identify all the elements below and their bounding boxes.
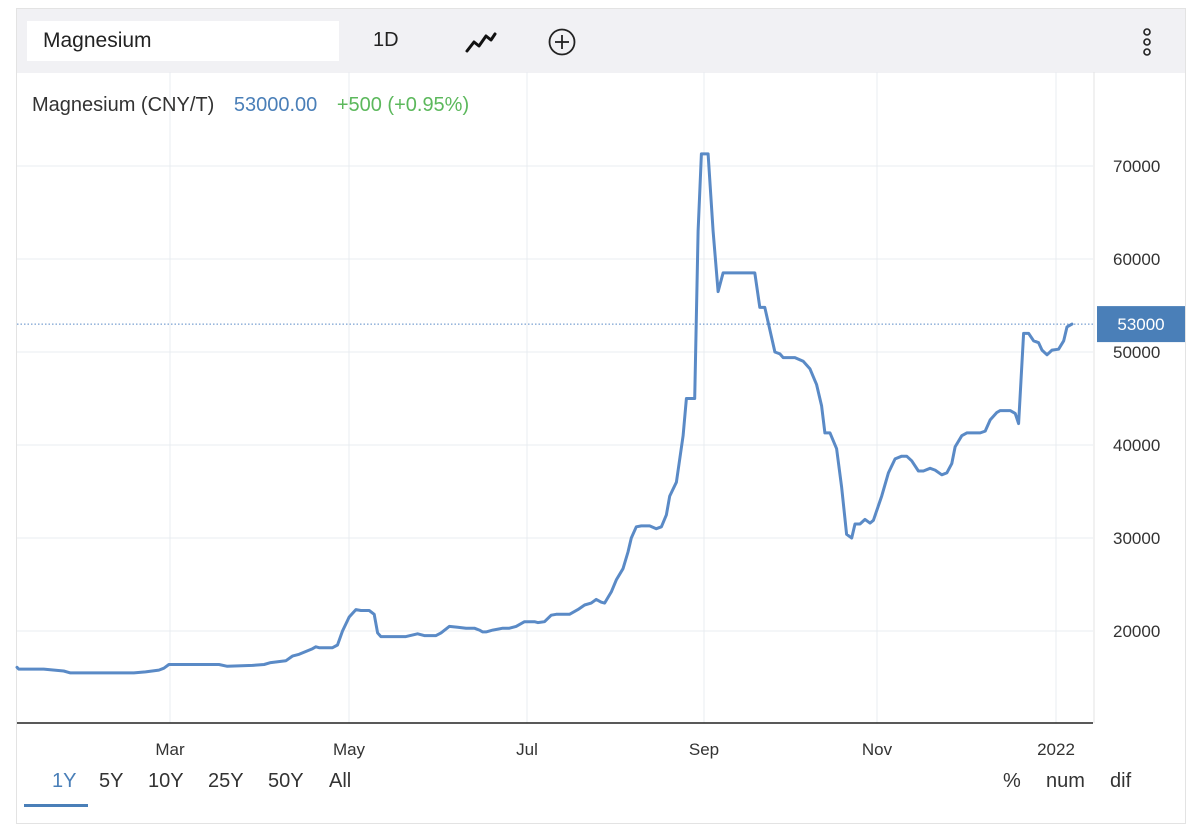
active-range-indicator <box>24 804 88 807</box>
range-button-1y[interactable]: 1Y <box>52 770 77 792</box>
x-tick-label: Jul <box>516 740 538 759</box>
line-chart-icon[interactable] <box>465 29 497 55</box>
plus-circle-icon[interactable] <box>547 27 577 57</box>
chart-widget: Magnesium 1D <box>16 8 1186 824</box>
legend-last-price: 53000.00 <box>233 94 318 116</box>
x-tick-label: Sep <box>689 740 719 759</box>
chart-legend: Magnesium (CNY/T) 53000.00 +500 (+0.95%) <box>32 94 483 117</box>
range-button-all[interactable]: All <box>329 770 352 792</box>
symbol-search-input[interactable]: Magnesium <box>27 21 339 61</box>
last-value-badge <box>1097 306 1185 343</box>
series <box>15 152 1094 675</box>
y-tick-label: 40000 <box>1113 436 1160 455</box>
num-toggle[interactable]: num <box>1046 770 1085 792</box>
x-tick-label: Nov <box>862 740 893 759</box>
percent-toggle[interactable]: % <box>1003 770 1021 792</box>
x-tick-label: Mar <box>155 740 185 759</box>
dif-toggle[interactable]: dif <box>1110 770 1132 792</box>
range-button-50y[interactable]: 50Y <box>268 770 304 792</box>
series-line <box>15 152 1074 675</box>
x-tick-label: May <box>333 740 366 759</box>
y-tick-label: 60000 <box>1113 250 1160 269</box>
y-tick-label: 50000 <box>1113 343 1160 362</box>
interval-button[interactable]: 1D <box>373 29 399 51</box>
y-tick-label: 20000 <box>1113 622 1160 641</box>
range-button-5y[interactable]: 5Y <box>99 770 124 792</box>
y-tick-label: 70000 <box>1113 157 1160 176</box>
chart-toolbar: Magnesium 1D <box>17 9 1185 73</box>
grid <box>17 72 1093 723</box>
legend-series-name: Magnesium (CNY/T) <box>32 94 215 116</box>
price-label: 53000 <box>1097 306 1185 343</box>
range-button-25y[interactable]: 25Y <box>208 770 244 792</box>
vertical-dots-icon[interactable] <box>1137 27 1157 57</box>
legend-change: +500 (+0.95%) <box>336 94 470 116</box>
x-tick-label: 2022 <box>1037 740 1075 759</box>
range-button-10y[interactable]: 10Y <box>148 770 184 792</box>
y-tick-label: 30000 <box>1113 529 1160 548</box>
axes: 20000 30000 40000 50000 60000 70000 Mar May Jul S… <box>17 72 1160 759</box>
last-value-text: 53000 <box>1117 315 1164 334</box>
